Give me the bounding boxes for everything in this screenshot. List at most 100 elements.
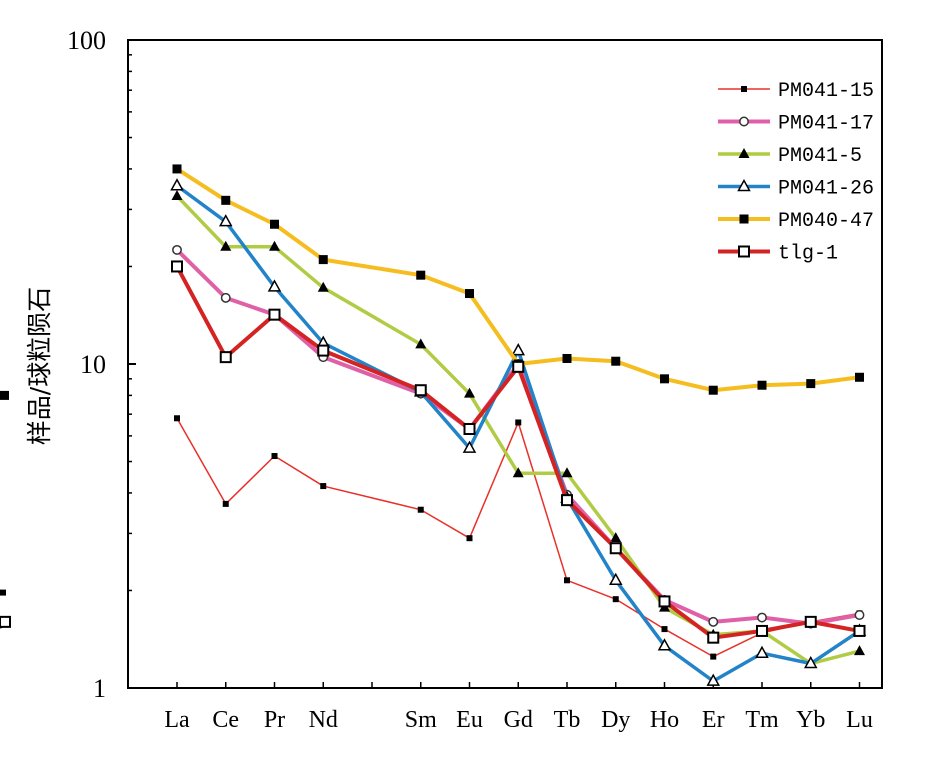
series-pm041-15: [0, 415, 863, 660]
x-tick-label-pr: Pr: [264, 707, 285, 733]
x-tick-label-gd: Gd: [504, 707, 533, 733]
series-line: [175, 184, 861, 683]
data-point: [757, 380, 767, 390]
y-axis-label: 样品/球粒陨石: [25, 287, 54, 445]
data-point: [415, 338, 427, 349]
data-point: [853, 624, 866, 637]
data-point: [611, 356, 621, 366]
legend-item-pm040-47: PM040-47: [718, 210, 874, 233]
data-point: [738, 148, 750, 158]
legend-label: PM041-5: [778, 145, 862, 168]
data-point: [804, 615, 817, 628]
data-point: [270, 219, 279, 229]
series-tlg-1: [0, 260, 866, 644]
data-point: [608, 572, 623, 586]
y-tick-label: 1: [93, 674, 106, 703]
series-line: [175, 194, 860, 666]
plot-frame: [127, 39, 883, 689]
data-point: [561, 467, 573, 478]
data-point: [462, 440, 477, 453]
data-point: [612, 596, 619, 603]
legend-item-pm041-17: PM041-17: [718, 113, 874, 136]
data-point: [660, 374, 669, 384]
data-point: [268, 308, 281, 321]
x-tick-label-la: La: [164, 707, 190, 733]
x-tick-label-lu: Lu: [846, 707, 873, 733]
data-point: [610, 532, 622, 543]
legend-item-pm041-5: PM041-5: [718, 145, 862, 168]
x-tick-label-er: Er: [702, 707, 725, 733]
data-point: [710, 653, 717, 660]
x-tick-label-nd: Nd: [309, 707, 338, 733]
data-point: [562, 353, 572, 363]
data-point: [854, 645, 865, 656]
data-point: [706, 673, 721, 686]
data-point: [320, 483, 327, 490]
legend-item-pm041-15: PM041-15: [718, 80, 874, 103]
series-line: [175, 265, 860, 640]
data-point: [416, 270, 426, 280]
data-point: [512, 360, 525, 373]
legend-label: PM041-15: [778, 80, 874, 103]
series-line: [175, 248, 860, 626]
data-point: [172, 164, 182, 174]
legend-label: PM040-47: [778, 210, 874, 233]
data-point: [708, 616, 719, 627]
x-tick-label-dy: Dy: [601, 707, 630, 733]
data-point: [170, 178, 184, 191]
data-point: [0, 390, 9, 400]
data-point: [806, 379, 816, 389]
legend-label: PM041-26: [778, 178, 874, 201]
data-point: [756, 624, 768, 637]
x-tick-label-tb: Tb: [554, 707, 581, 733]
x-tick-label-ce: Ce: [212, 707, 239, 733]
data-point: [609, 542, 622, 555]
series-pm041-26: [170, 178, 867, 686]
x-tick-label-tm: Tm: [745, 707, 779, 733]
data-point: [708, 385, 718, 395]
x-tick-label-ho: Ho: [650, 707, 679, 733]
legend-item-tlg-1: tlg-1: [718, 243, 838, 266]
data-point: [172, 244, 182, 255]
legend-item-pm041-26: PM041-26: [718, 178, 874, 201]
data-point: [512, 467, 524, 478]
data-point: [661, 626, 668, 633]
data-point: [267, 279, 282, 292]
data-point: [739, 116, 749, 127]
data-point: [564, 577, 570, 584]
data-point: [318, 255, 328, 265]
legend-label: PM041-17: [778, 113, 874, 136]
data-point: [658, 595, 671, 608]
data-point: [515, 419, 522, 426]
data-point: [174, 415, 180, 422]
data-point: [222, 500, 229, 507]
data-point: [417, 506, 424, 513]
x-tick-label-sm: Sm: [405, 707, 437, 733]
data-point: [738, 245, 750, 258]
data-point: [561, 494, 573, 507]
data-point: [317, 281, 329, 292]
y-tick-label: 10: [80, 350, 106, 379]
series-pm041-5: [171, 190, 865, 668]
x-tick-label-yb: Yb: [796, 707, 825, 733]
data-point: [511, 343, 526, 356]
y-tick-label: 100: [67, 26, 106, 55]
data-point: [0, 589, 6, 596]
data-point: [466, 535, 473, 542]
data-point: [220, 240, 232, 251]
data-point: [737, 178, 751, 192]
data-point: [0, 615, 11, 628]
data-point: [755, 645, 769, 659]
data-point: [317, 344, 330, 357]
data-point: [741, 86, 747, 92]
data-point: [854, 610, 865, 620]
series-line: [175, 167, 860, 393]
series-line: [176, 417, 860, 658]
data-point: [463, 423, 476, 436]
series-pm040-47: [0, 164, 864, 400]
data-point: [414, 384, 427, 397]
data-point: [221, 195, 231, 205]
data-point: [220, 292, 231, 303]
legend-label: tlg-1: [778, 243, 838, 266]
